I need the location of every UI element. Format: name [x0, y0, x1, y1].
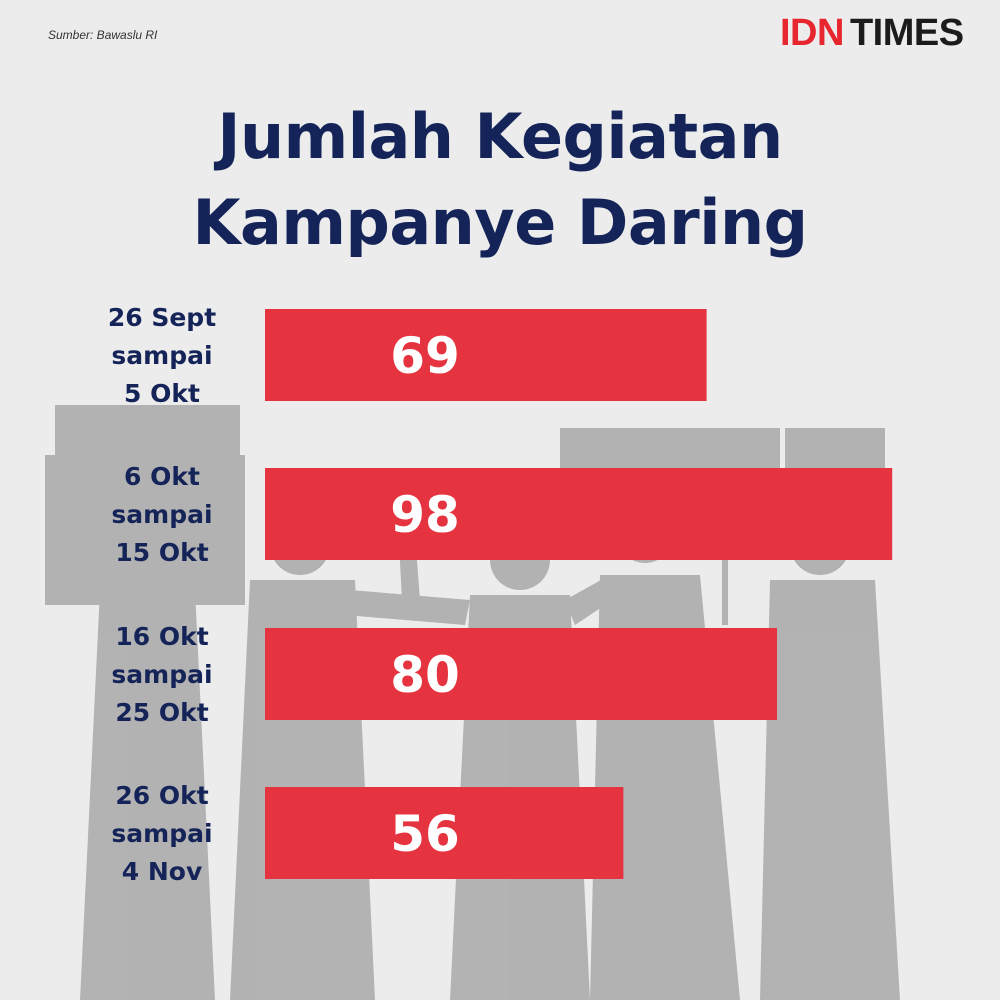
- category-label-1-line-1: 26 Sept: [108, 303, 216, 332]
- category-label-2-line-1: 6 Okt: [124, 462, 200, 491]
- idn-times-logo: IDN TIMES: [780, 12, 964, 55]
- logo-idn-text: IDN: [780, 12, 844, 54]
- bar-value-label-3: 80: [390, 646, 460, 704]
- category-label-1-line-2: sampai: [111, 341, 212, 370]
- bar-1: [265, 309, 707, 401]
- category-label-3-line-2: sampai: [111, 660, 212, 689]
- bar-2: [265, 468, 893, 560]
- category-label-4-line-3: 4 Nov: [122, 857, 203, 886]
- category-label-1-line-3: 5 Okt: [124, 379, 200, 408]
- bar-3: [265, 628, 777, 720]
- chart-title-line-1: Jumlah Kegiatan: [217, 100, 783, 173]
- source-note: Sumber: Bawaslu RI: [48, 28, 158, 42]
- category-label-2-line-3: 15 Okt: [115, 538, 208, 567]
- chart-title-line-2: Kampanye Daring: [192, 186, 808, 259]
- category-label-4-line-2: sampai: [111, 819, 212, 848]
- category-label-4-line-1: 26 Okt: [115, 781, 208, 810]
- bar-value-label-1: 69: [390, 327, 460, 385]
- category-label-3-line-3: 25 Okt: [115, 698, 208, 727]
- category-label-3-line-1: 16 Okt: [115, 622, 208, 651]
- bar-4: [265, 787, 624, 879]
- category-label-2-line-2: sampai: [111, 500, 212, 529]
- bar-value-label-2: 98: [390, 486, 460, 544]
- bar-value-label-4: 56: [390, 805, 460, 863]
- logo-times-text: TIMES: [849, 12, 964, 54]
